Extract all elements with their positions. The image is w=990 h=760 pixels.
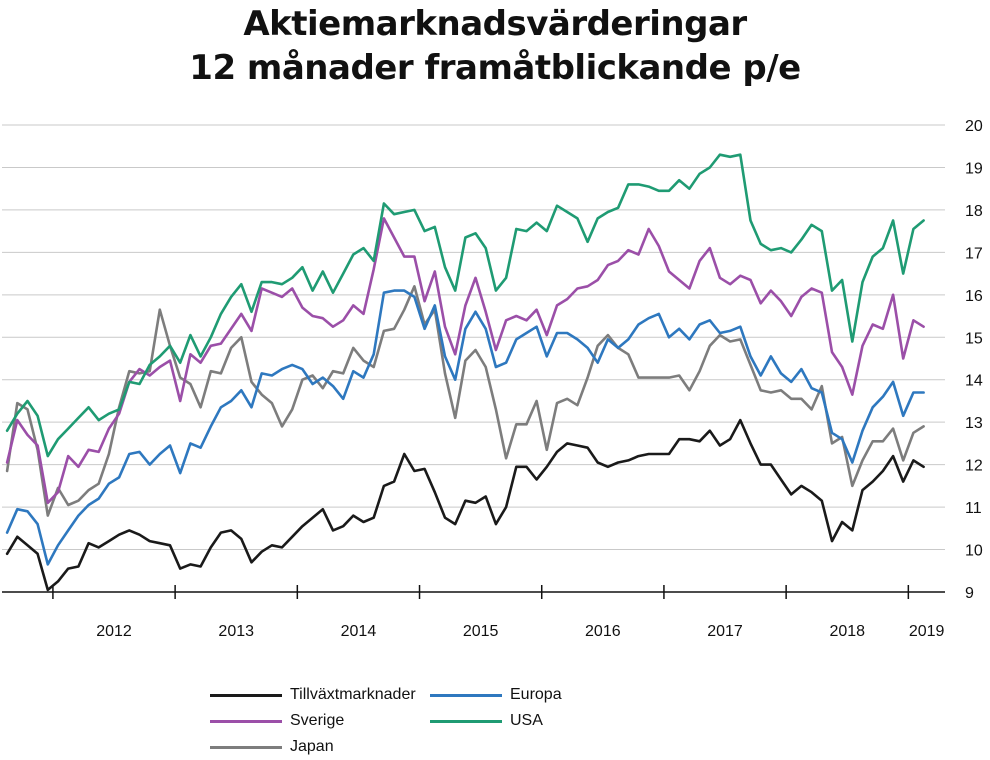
y-tick-label: 13 [965, 415, 983, 432]
y-tick-label: 11 [965, 500, 982, 517]
x-tick-label: 2014 [341, 623, 377, 640]
x-tick-label: 2018 [829, 623, 865, 640]
y-tick-label: 14 [965, 373, 983, 390]
y-tick-label: 9 [965, 585, 974, 602]
legend-item: Japan [210, 736, 334, 758]
legend-label: Japan [290, 738, 334, 755]
legend-item: Europa [430, 684, 562, 706]
y-tick-label: 10 [965, 543, 983, 560]
chart-subtitle: 12 månader framåtblickande p/e [189, 48, 801, 88]
x-tick-label: 2016 [585, 623, 621, 640]
y-tick-label: 16 [965, 288, 983, 305]
x-tick-label: 2017 [707, 623, 743, 640]
y-tick-label: 18 [965, 203, 983, 220]
legend-item: USA [430, 710, 543, 732]
x-tick-label: 2019 [909, 623, 945, 640]
series-line-sverige [5, 217, 925, 505]
x-tick-label: 2012 [96, 623, 132, 640]
x-tick-label: 2013 [218, 623, 254, 640]
y-tick-label: 19 [965, 160, 983, 177]
y-tick-label: 15 [965, 330, 983, 347]
chart-title: Aktiemarknadsvärderingar [243, 4, 747, 44]
chart-title-block: Aktiemarknadsvärderingar 12 månader fram… [0, 2, 990, 90]
legend-label: Tillväxtmarknader [290, 686, 416, 703]
series-line-europa [5, 289, 925, 566]
legend-swatch [210, 745, 282, 749]
legend-label: Europa [510, 686, 562, 703]
legend-label: USA [510, 712, 543, 729]
x-tick-label: 2015 [463, 623, 499, 640]
series-line-usa [5, 153, 925, 458]
legend-item: Sverige [210, 710, 344, 732]
legend-swatch [430, 693, 502, 697]
legend-label: Sverige [290, 712, 345, 729]
legend-swatch [430, 719, 502, 723]
y-tick-label: 12 [965, 458, 983, 475]
legend-swatch [210, 719, 282, 723]
y-tick-label: 17 [965, 245, 983, 262]
y-tick-label: 20 [965, 118, 983, 135]
series-line-tillv-xtmarknader [5, 418, 925, 592]
legend-swatch [210, 693, 282, 697]
series-line-japan [5, 285, 925, 517]
legend-item: Tillväxtmarknader [210, 684, 416, 706]
